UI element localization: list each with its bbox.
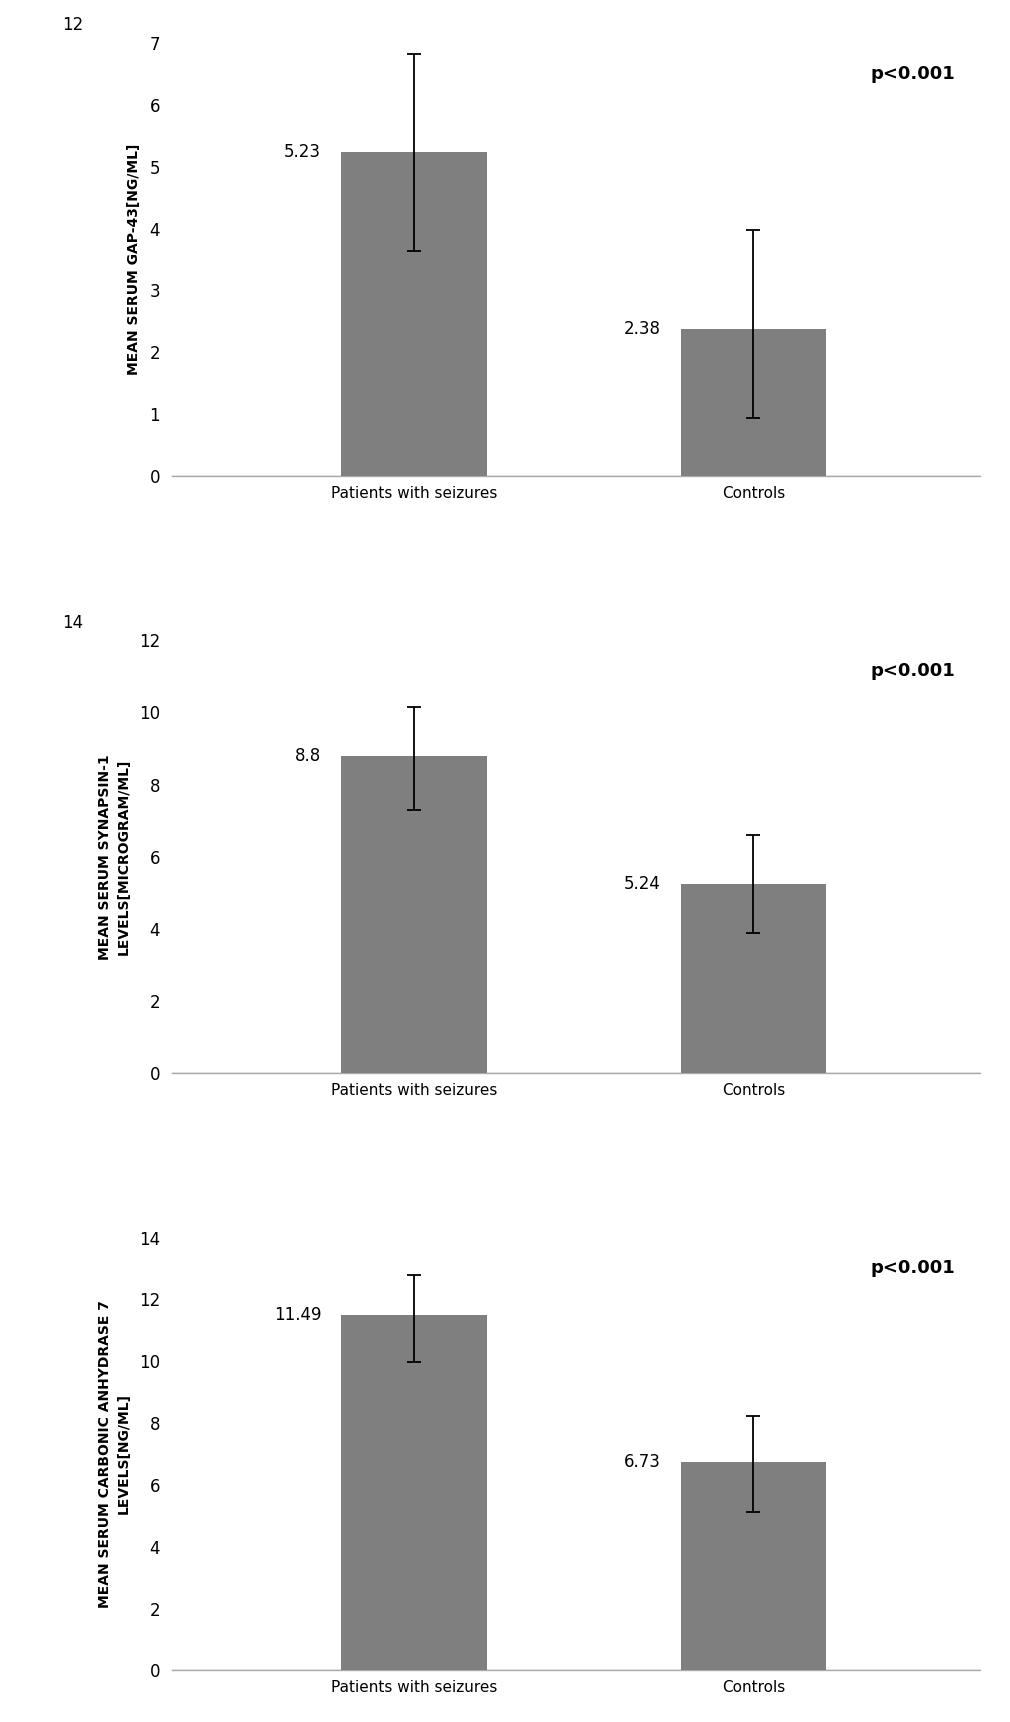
Bar [681, 1462, 826, 1670]
Text: 8.8: 8.8 [295, 747, 321, 765]
Bar [681, 329, 826, 475]
Bar [341, 756, 487, 1073]
Text: p<0.001: p<0.001 [871, 1259, 955, 1278]
Y-axis label: MEAN SERUM SYNAPSIN-1
LEVELS[MICROGRAM/ML]: MEAN SERUM SYNAPSIN-1 LEVELS[MICROGRAM/M… [98, 754, 130, 959]
Bar [341, 1316, 487, 1670]
Text: p<0.001: p<0.001 [871, 65, 955, 83]
Text: 5.24: 5.24 [623, 875, 661, 894]
Text: 6.73: 6.73 [623, 1453, 661, 1471]
Text: 11.49: 11.49 [274, 1307, 321, 1324]
Y-axis label: MEAN SERUM CARBONIC ANHYDRASE 7
LEVELS[NG/ML]: MEAN SERUM CARBONIC ANHYDRASE 7 LEVELS[N… [98, 1300, 130, 1608]
Bar [341, 153, 487, 475]
Text: 14: 14 [63, 613, 84, 632]
Y-axis label: MEAN SERUM GAP-43[NG/ML]: MEAN SERUM GAP-43[NG/ML] [127, 143, 141, 375]
Text: 2.38: 2.38 [623, 320, 661, 338]
Bar [681, 883, 826, 1073]
Text: 5.23: 5.23 [284, 143, 321, 162]
Text: p<0.001: p<0.001 [871, 661, 955, 680]
Text: 12: 12 [63, 17, 84, 34]
